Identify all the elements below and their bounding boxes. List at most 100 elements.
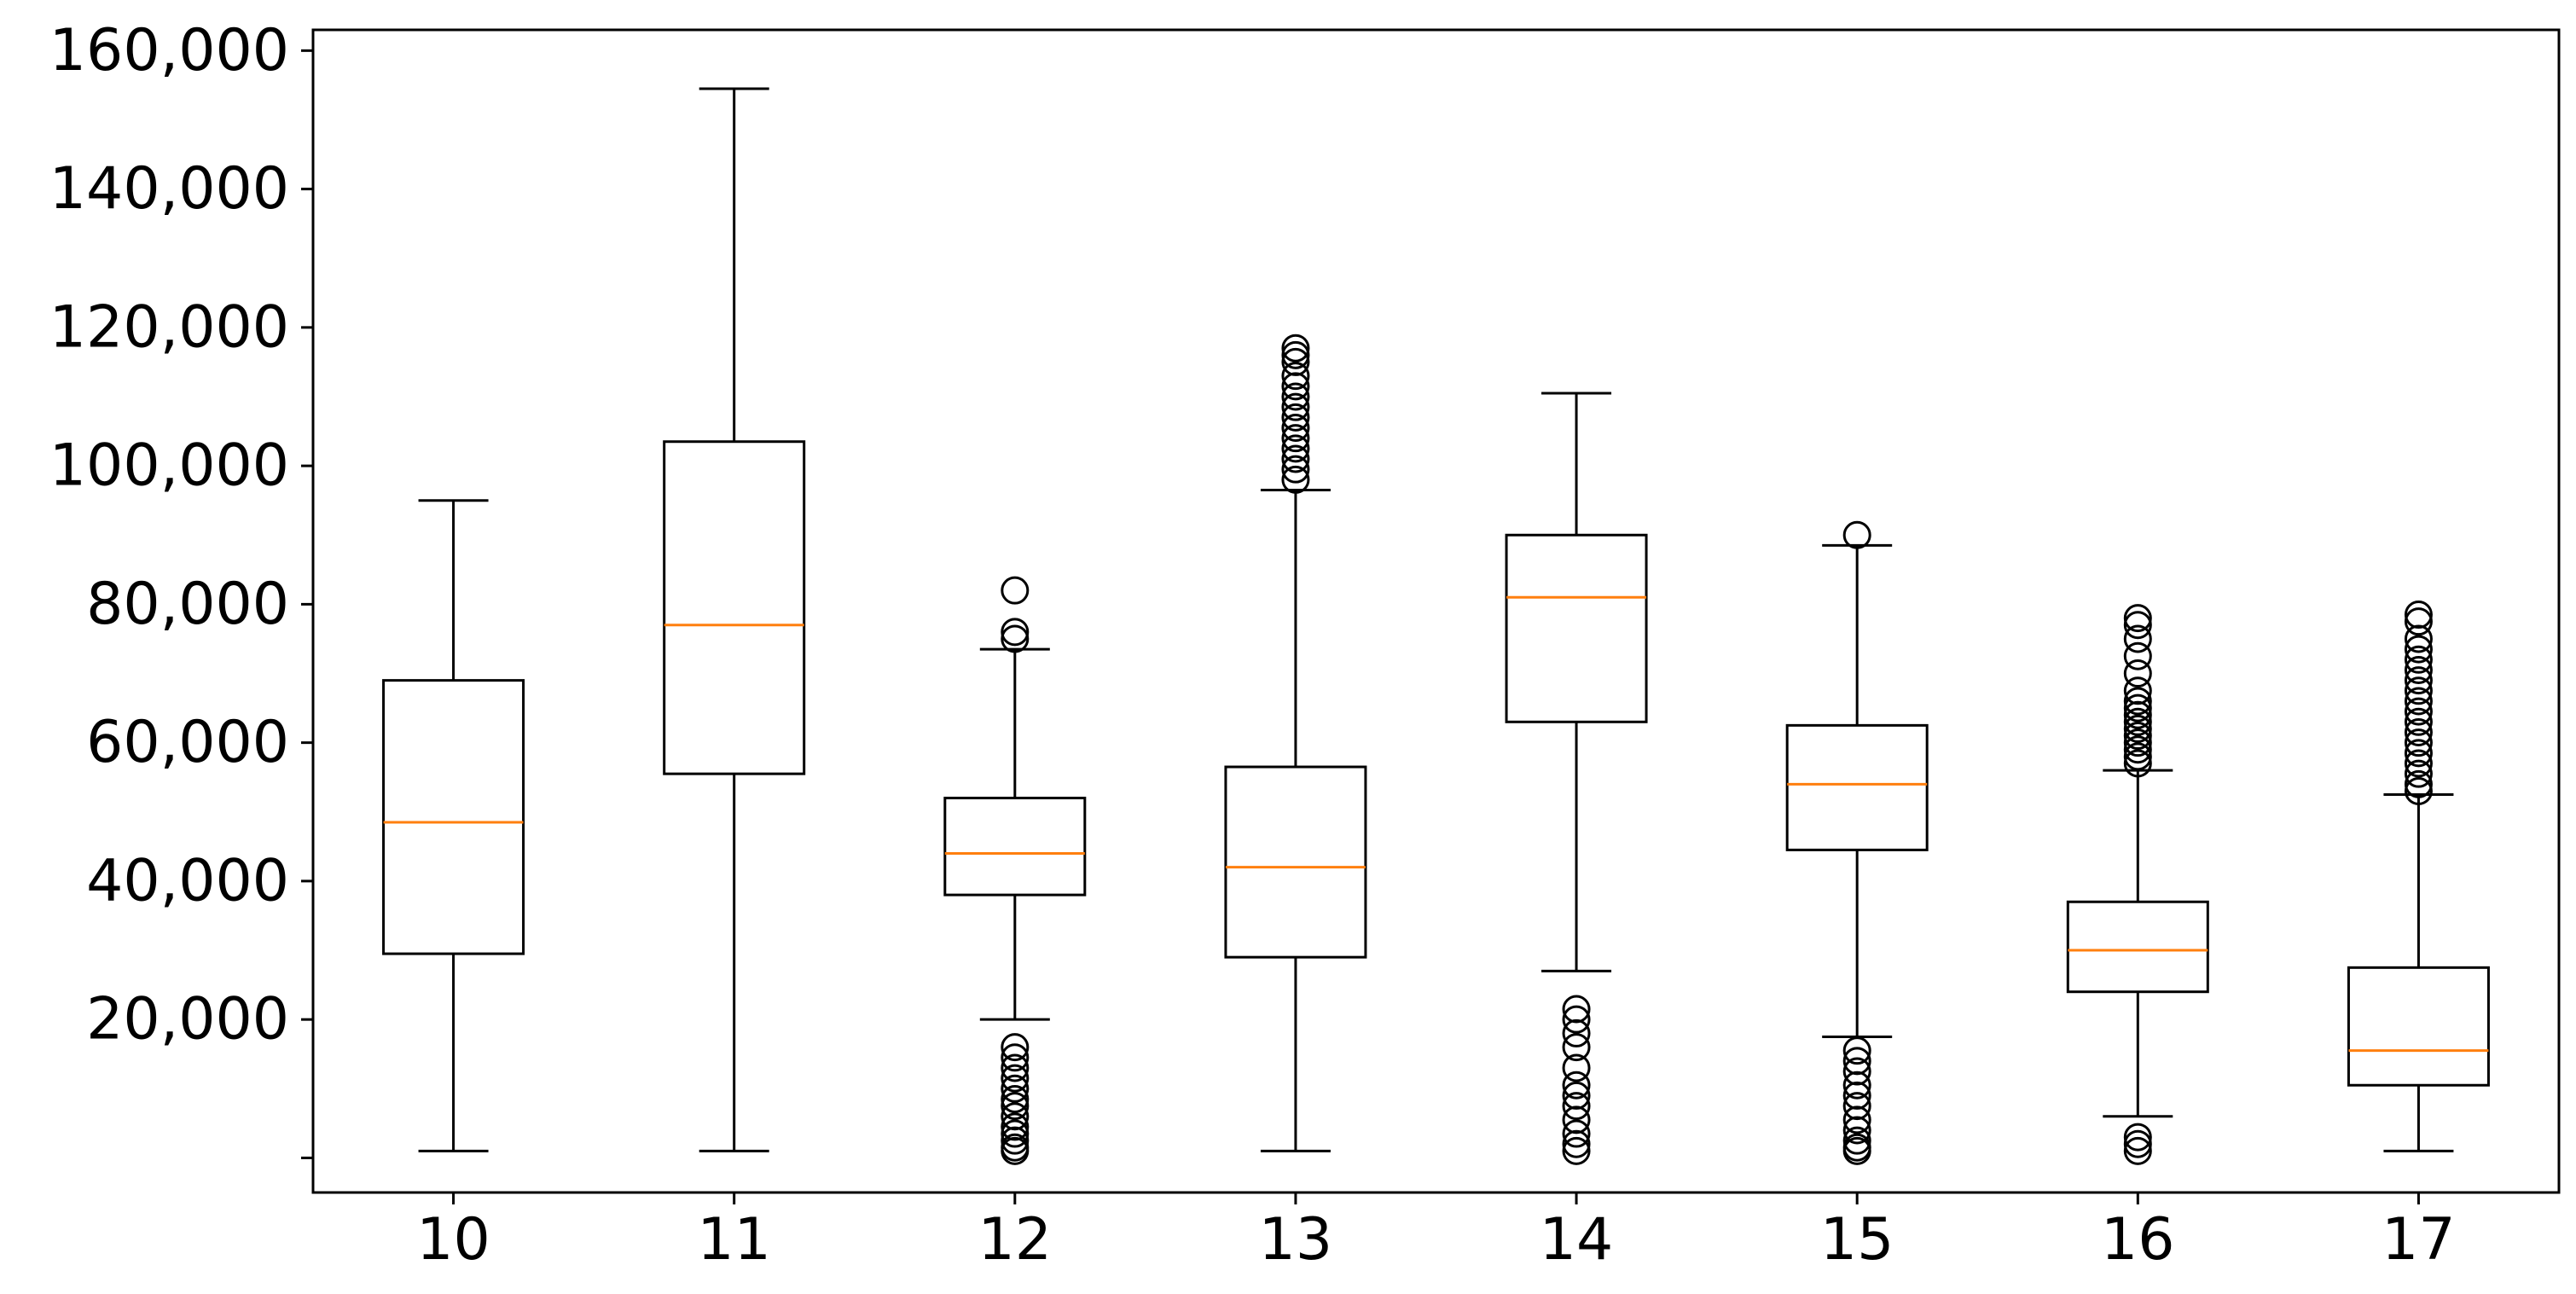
outlier-point [1001,1064,1030,1093]
outlier-point [1001,1043,1030,1072]
x-tick-label: 12 [978,1206,1053,1274]
outlier-point [1842,1047,1871,1076]
x-tick-label: 17 [2382,1206,2456,1274]
outlier-point [2404,759,2433,788]
outlier-point [1842,1126,1871,1155]
outlier-point [2123,700,2152,729]
outlier-point [2404,666,2433,695]
outlier-point [2123,1123,2152,1152]
outlier-point [2123,722,2152,751]
outlier-point [1842,1081,1871,1110]
iqr-box [2066,900,2209,994]
box-11 [663,87,806,1152]
outlier-point [1001,1112,1030,1141]
outlier-point [1562,1081,1591,1110]
outlier-point [1281,444,1310,473]
outlier-point [2404,687,2433,716]
outlier-point [1562,1136,1591,1165]
outlier-point [1562,1105,1591,1134]
outlier-point [1842,1136,1871,1165]
outlier-point [2123,659,2152,688]
iqr-box [1785,723,1929,851]
x-tick-label: 16 [2101,1206,2175,1274]
outlier-point [2404,635,2433,664]
x-tick-label: 15 [1820,1206,1894,1274]
outlier-point [2404,655,2433,684]
outlier-point [2404,728,2433,757]
outlier-point [2123,611,2152,640]
iqr-box [663,440,806,775]
outlier-point [1281,424,1310,453]
outlier-point [1001,1033,1030,1062]
outlier-point [1281,392,1310,421]
y-tick-label: 40,000 [86,847,289,914]
outlier-point [1281,382,1310,411]
y-tick-label: 120,000 [49,293,289,361]
outlier-point [1001,624,1030,653]
outlier-point [2404,624,2433,653]
box-12 [943,576,1087,1165]
outlier-point [1842,1116,1871,1145]
outlier-point [1281,347,1310,376]
y-tick-label: 80,000 [86,571,289,638]
outlier-point [2404,707,2433,736]
outlier-point [1562,995,1591,1024]
x-tick-label: 10 [416,1206,490,1274]
x-tick-label: 13 [1259,1206,1333,1274]
outlier-point [1562,1033,1591,1062]
outlier-point [2123,624,2152,653]
outlier-point [2404,607,2433,636]
plot-frame [311,28,2561,1194]
outlier-point [1281,434,1310,463]
outlier-point [1001,1126,1030,1155]
outlier-point [1281,340,1310,369]
outlier-point [2404,676,2433,705]
x-tick-label: 11 [697,1206,771,1274]
outlier-point [2404,697,2433,726]
box-17 [2347,601,2490,1152]
outlier-point [2123,728,2152,757]
outlier-point [1001,1102,1030,1131]
outlier-point [2404,645,2433,674]
outlier-point [2123,742,2152,771]
box-13 [1224,334,1367,1152]
y-tick-label: 100,000 [49,432,289,500]
outlier-point [2404,601,2433,630]
outlier-point [1562,1071,1591,1100]
y-axis: 20,000 40,000 60,000 80,000 100,000 120,000 14… [49,17,313,1159]
outlier-point [2123,707,2152,736]
outlier-point [2123,693,2152,722]
box-15 [1785,520,1929,1165]
box-10 [382,499,525,1152]
outlier-point [2404,739,2433,768]
iqr-box [1505,533,1648,723]
y-tick-label: 20,000 [86,986,289,1053]
outlier-point [1562,1119,1591,1148]
outlier-point [1842,1071,1871,1100]
x-tick-label: 14 [1540,1206,1614,1274]
outlier-point [1001,1092,1030,1121]
outlier-point [2404,769,2433,798]
iqr-box [2347,966,2490,1087]
outlier-point [2404,776,2433,805]
y-tick-label: 60,000 [86,709,289,776]
outlier-point [1562,1129,1591,1158]
outlier-point [1001,576,1030,605]
iqr-box [943,797,1087,897]
outlier-point [1281,455,1310,484]
outlier-point [1001,618,1030,647]
boxes [382,87,2490,1165]
y-tick-label: 160,000 [49,17,289,84]
y-tick-label: 140,000 [49,155,289,223]
outlier-point [2123,735,2152,764]
iqr-box [382,679,525,955]
box-14 [1505,392,1648,1165]
box-16 [2066,604,2209,1165]
outlier-point [2123,1136,2152,1165]
outlier-point [1281,465,1310,494]
outlier-point [1001,1136,1030,1165]
outlier-point [1281,414,1310,443]
outlier-point [1842,1105,1871,1134]
outlier-point [1562,1053,1591,1082]
